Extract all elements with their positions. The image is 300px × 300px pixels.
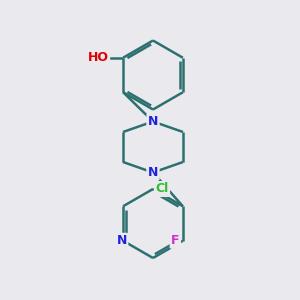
Text: N: N [148, 115, 158, 128]
Text: N: N [148, 166, 158, 179]
Text: Cl: Cl [155, 182, 169, 196]
Text: N: N [116, 234, 127, 247]
Text: HO: HO [88, 51, 109, 64]
Text: F: F [171, 234, 180, 247]
